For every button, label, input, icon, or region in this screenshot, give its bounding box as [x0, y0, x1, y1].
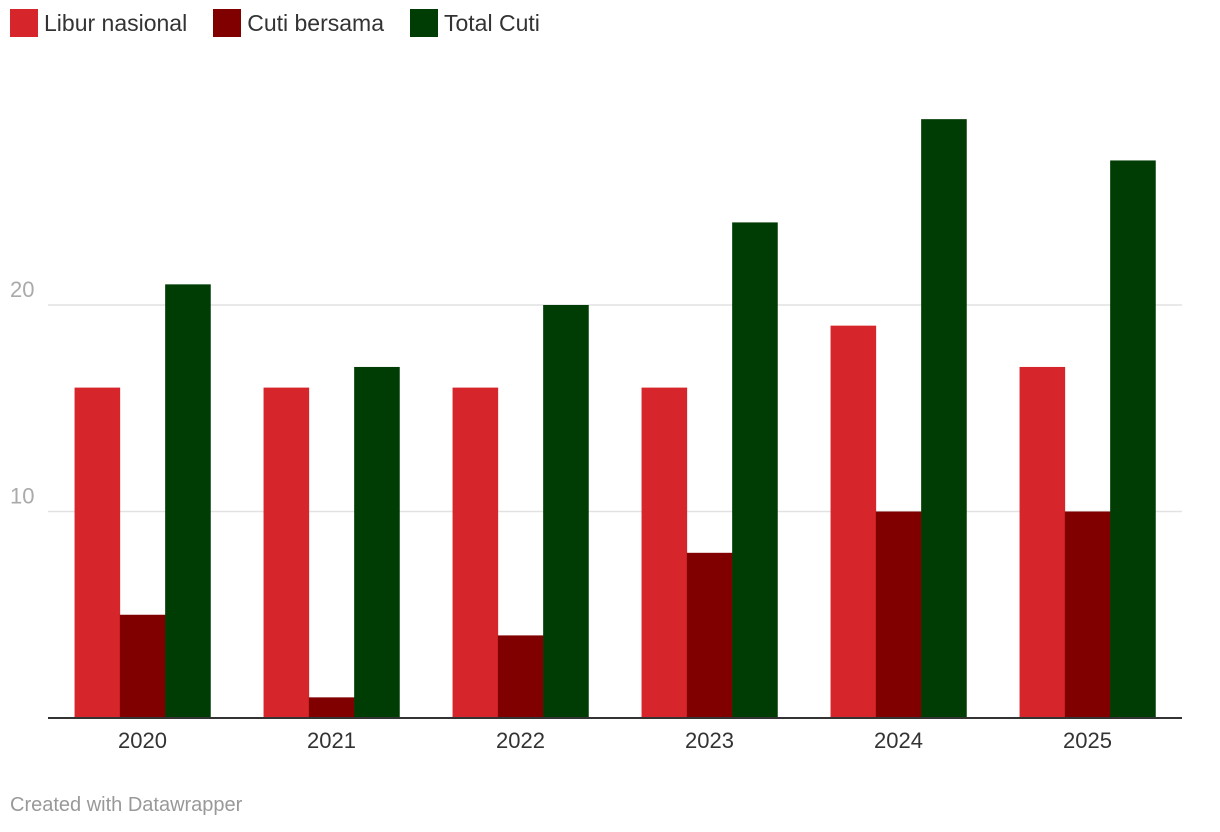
bar-cuti-bersama-2023 — [686, 552, 733, 718]
legend-label-cuti-bersama: Cuti bersama — [247, 9, 384, 36]
bar-cuti-bersama-2020 — [119, 614, 166, 718]
x-tick-label-2020: 2020 — [118, 728, 167, 753]
legend-item-cuti-bersama: Cuti bersama — [213, 9, 384, 37]
bar-total-cuti-2025 — [1110, 160, 1156, 718]
x-tick-label-2024: 2024 — [874, 728, 923, 753]
x-tick-label-2021: 2021 — [307, 728, 356, 753]
bar-libur-nasional-2025 — [1019, 366, 1066, 718]
bar-total-cuti-2024 — [921, 119, 967, 718]
bar-cuti-bersama-2021 — [308, 697, 355, 718]
y-tick-label-10: 10 — [10, 484, 34, 509]
legend-swatch-libur-nasional — [10, 9, 38, 37]
bar-libur-nasional-2023 — [641, 387, 688, 718]
legend-label-libur-nasional: Libur nasional — [44, 9, 188, 36]
bar-libur-nasional-2021 — [263, 387, 310, 718]
bar-total-cuti-2022 — [543, 305, 589, 718]
bar-total-cuti-2023 — [732, 222, 778, 718]
x-tick-label-2025: 2025 — [1063, 728, 1112, 753]
x-tick-label-2023: 2023 — [685, 728, 734, 753]
bar-total-cuti-2020 — [165, 284, 211, 718]
bar-libur-nasional-2022 — [452, 387, 499, 718]
legend-item-total-cuti: Total Cuti — [410, 9, 540, 37]
bar-libur-nasional-2020 — [74, 387, 121, 718]
bar-libur-nasional-2024 — [830, 325, 877, 718]
legend-swatch-total-cuti — [410, 9, 438, 37]
bar-cuti-bersama-2022 — [497, 635, 544, 718]
bar-total-cuti-2021 — [354, 366, 400, 718]
bar-cuti-bersama-2025 — [1064, 511, 1111, 718]
x-tick-label-2022: 2022 — [496, 728, 545, 753]
y-tick-label-20: 20 — [10, 277, 34, 302]
legend-item-libur-nasional: Libur nasional — [10, 9, 187, 37]
chart-legend: Libur nasional Cuti bersama Total Cuti — [10, 9, 566, 37]
datawrapper-credit: Created with Datawrapper — [10, 794, 243, 816]
legend-label-total-cuti: Total Cuti — [444, 9, 540, 36]
bar-cuti-bersama-2024 — [875, 511, 922, 718]
legend-swatch-cuti-bersama — [213, 9, 242, 37]
